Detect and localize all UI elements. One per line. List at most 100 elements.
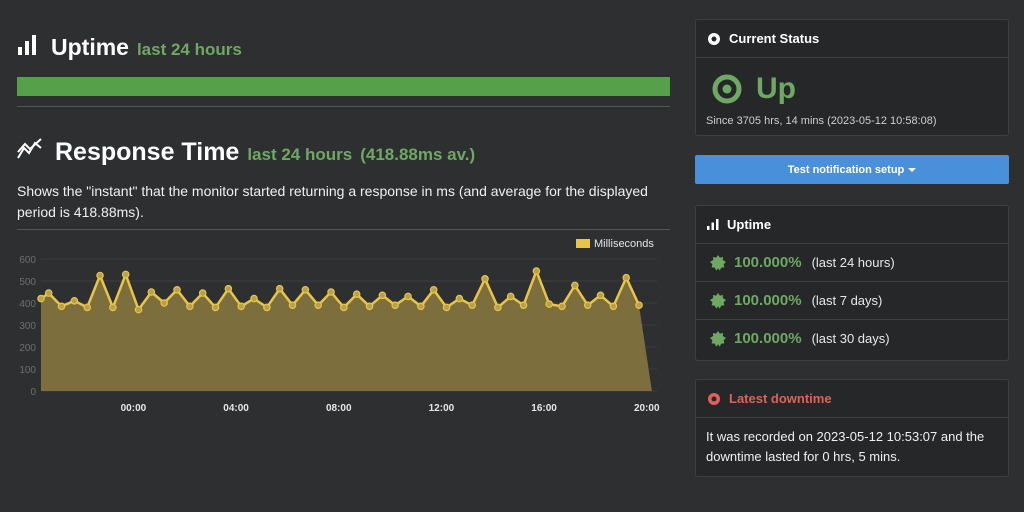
status-since: Since 3705 hrs, 14 mins (2023-05-12 10:5… [706, 115, 937, 127]
uptime-heading: Uptime last 24 hours [17, 34, 242, 61]
uptime-period: (last 7 days) [811, 293, 883, 308]
data-point [224, 284, 233, 293]
data-point [635, 301, 643, 310]
uptime-subtitle: last 24 hours [136, 40, 242, 59]
data-point [442, 303, 451, 312]
data-point [173, 285, 181, 294]
current-status-panel: Current Status Up Since 3705 hrs, 14 min… [695, 19, 1009, 136]
data-point [57, 302, 66, 311]
data-point [44, 289, 53, 297]
uptime-title: Uptime [51, 34, 129, 60]
x-tick-label: 16:00 [531, 403, 557, 414]
response-line [40, 269, 641, 311]
data-point [391, 301, 400, 310]
data-point [288, 301, 297, 310]
data-point [417, 302, 425, 311]
data-point [250, 294, 258, 303]
data-point [481, 274, 489, 283]
data-point [583, 301, 592, 310]
data-point [545, 300, 554, 308]
y-tick-label: 600 [19, 255, 36, 266]
uptime-panel-title: Uptime [727, 217, 772, 232]
legend-swatch [576, 239, 590, 248]
badge-check-icon [710, 292, 726, 309]
response-time-heading: Response Time last 24 hours (418.88ms av… [17, 138, 475, 167]
data-point [37, 294, 45, 303]
x-tick-label: 12:00 [429, 403, 455, 414]
data-point [494, 303, 502, 312]
data-point [532, 267, 541, 275]
data-point [121, 270, 130, 279]
badge-check-icon [710, 330, 726, 347]
x-tick-label: 08:00 [326, 403, 352, 414]
uptime-percent: 100.000% [734, 330, 802, 347]
line-chart-icon [17, 138, 43, 160]
data-point [622, 273, 631, 282]
y-tick-label: 400 [19, 299, 36, 310]
latest-downtime-text: It was recorded on 2023-05-12 10:53:07 a… [706, 429, 985, 464]
data-point [596, 291, 605, 300]
dot-circle-icon [707, 32, 721, 46]
latest-downtime-title: Latest downtime [729, 391, 832, 406]
uptime-percent: 100.000% [734, 292, 802, 309]
divider [17, 106, 670, 107]
response-time-subtitle: last 24 hours [247, 145, 353, 164]
bar-chart-icon [707, 219, 719, 230]
test-notification-button[interactable]: Test notification setup [695, 155, 1009, 184]
response-area [41, 271, 652, 391]
data-point [404, 292, 412, 301]
data-point [429, 285, 438, 294]
x-tick-label: 04:00 [223, 403, 249, 414]
data-point [134, 305, 143, 314]
response-time-average: (418.88ms av.) [360, 145, 476, 164]
data-point [275, 284, 284, 293]
data-point [147, 288, 156, 296]
uptime-period: (last 30 days) [811, 331, 890, 346]
data-point [237, 302, 246, 311]
y-tick-label: 500 [19, 277, 36, 288]
uptime-row: 100.000% (last 7 days) [696, 282, 1008, 320]
data-point [83, 303, 92, 312]
data-point [314, 301, 323, 310]
latest-downtime-panel: Latest downtime It was recorded on 2023-… [695, 379, 1009, 477]
uptime-row: 100.000% (last 24 hours) [696, 244, 1008, 282]
dot-circle-icon [707, 392, 721, 406]
uptime-panel-header: Uptime [696, 206, 1008, 244]
bar-chart-icon [17, 35, 39, 55]
y-tick-label: 100 [19, 365, 36, 376]
status-indicator: Up [696, 58, 1008, 106]
latest-downtime-header: Latest downtime [696, 380, 1008, 418]
data-point [198, 289, 207, 297]
x-tick-label: 20:00 [634, 403, 660, 414]
response-time-chart: 0 100 200 300 400 500 600 00:00 04:00 08:00 12:00 1… [19, 238, 660, 414]
badge-check-icon [710, 254, 726, 271]
uptime-row: 100.000% (last 30 days) [696, 320, 1008, 357]
status-text: Up [756, 72, 796, 105]
data-point [70, 297, 79, 305]
data-point [455, 294, 464, 303]
data-point [378, 291, 387, 300]
data-point [327, 288, 335, 296]
data-point [558, 302, 566, 311]
data-point [506, 292, 515, 301]
data-point [340, 303, 348, 312]
uptime-percent: 100.000% [734, 254, 802, 271]
data-point [468, 301, 477, 310]
data-point [571, 281, 579, 290]
uptime-period: (last 24 hours) [811, 255, 895, 270]
data-point [160, 299, 169, 307]
y-tick-label: 300 [19, 321, 36, 332]
response-time-title: Response Time [55, 138, 240, 166]
data-point [96, 271, 104, 280]
uptime-bar [17, 77, 670, 96]
data-point [301, 285, 310, 294]
data-point [109, 303, 117, 312]
current-status-title: Current Status [729, 31, 820, 46]
data-point [365, 302, 374, 311]
y-tick-label: 0 [30, 387, 36, 398]
legend-label: Milliseconds [594, 238, 654, 250]
data-point [352, 290, 361, 299]
data-point [211, 303, 220, 312]
data-point [609, 302, 618, 311]
data-point [263, 303, 271, 312]
